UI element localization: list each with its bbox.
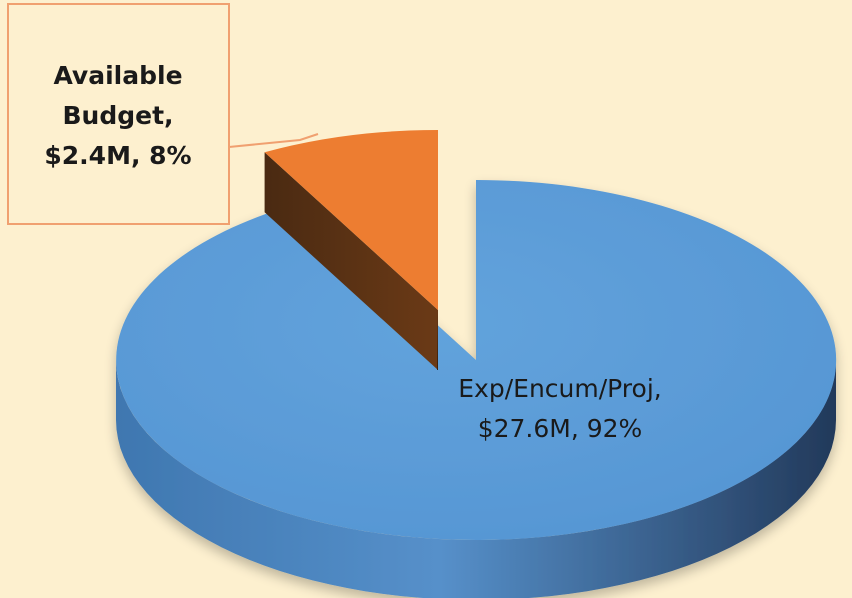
slice-available-budget-top <box>264 130 438 310</box>
data-label-line: $27.6M, 92% <box>478 414 643 443</box>
data-label-available-budget: Available Budget, $2.4M, 8% <box>44 61 191 170</box>
data-label-line: Exp/Encum/Proj, <box>458 374 661 403</box>
data-label-exp-encum-proj: Exp/Encum/Proj, $27.6M, 92% <box>458 374 661 443</box>
slice-available-budget-edge <box>437 310 438 370</box>
leader-line <box>228 133 319 148</box>
slice-exp-encum-proj-top <box>116 179 837 540</box>
data-label-layer: Exp/Encum/Proj, $27.6M, 92% Available Budge… <box>7 3 662 443</box>
slice-exp-encum-proj <box>116 179 837 598</box>
slice-available-budget <box>264 130 438 370</box>
slice-available-budget-side <box>264 152 438 370</box>
data-label-line: Budget, <box>62 101 173 130</box>
slice-exp-encum-proj-side <box>116 360 836 598</box>
data-label-line: $2.4M, 8% <box>44 141 191 170</box>
callout-box <box>7 3 230 225</box>
data-label-line: Available <box>53 61 182 90</box>
pie-layer <box>116 130 837 598</box>
